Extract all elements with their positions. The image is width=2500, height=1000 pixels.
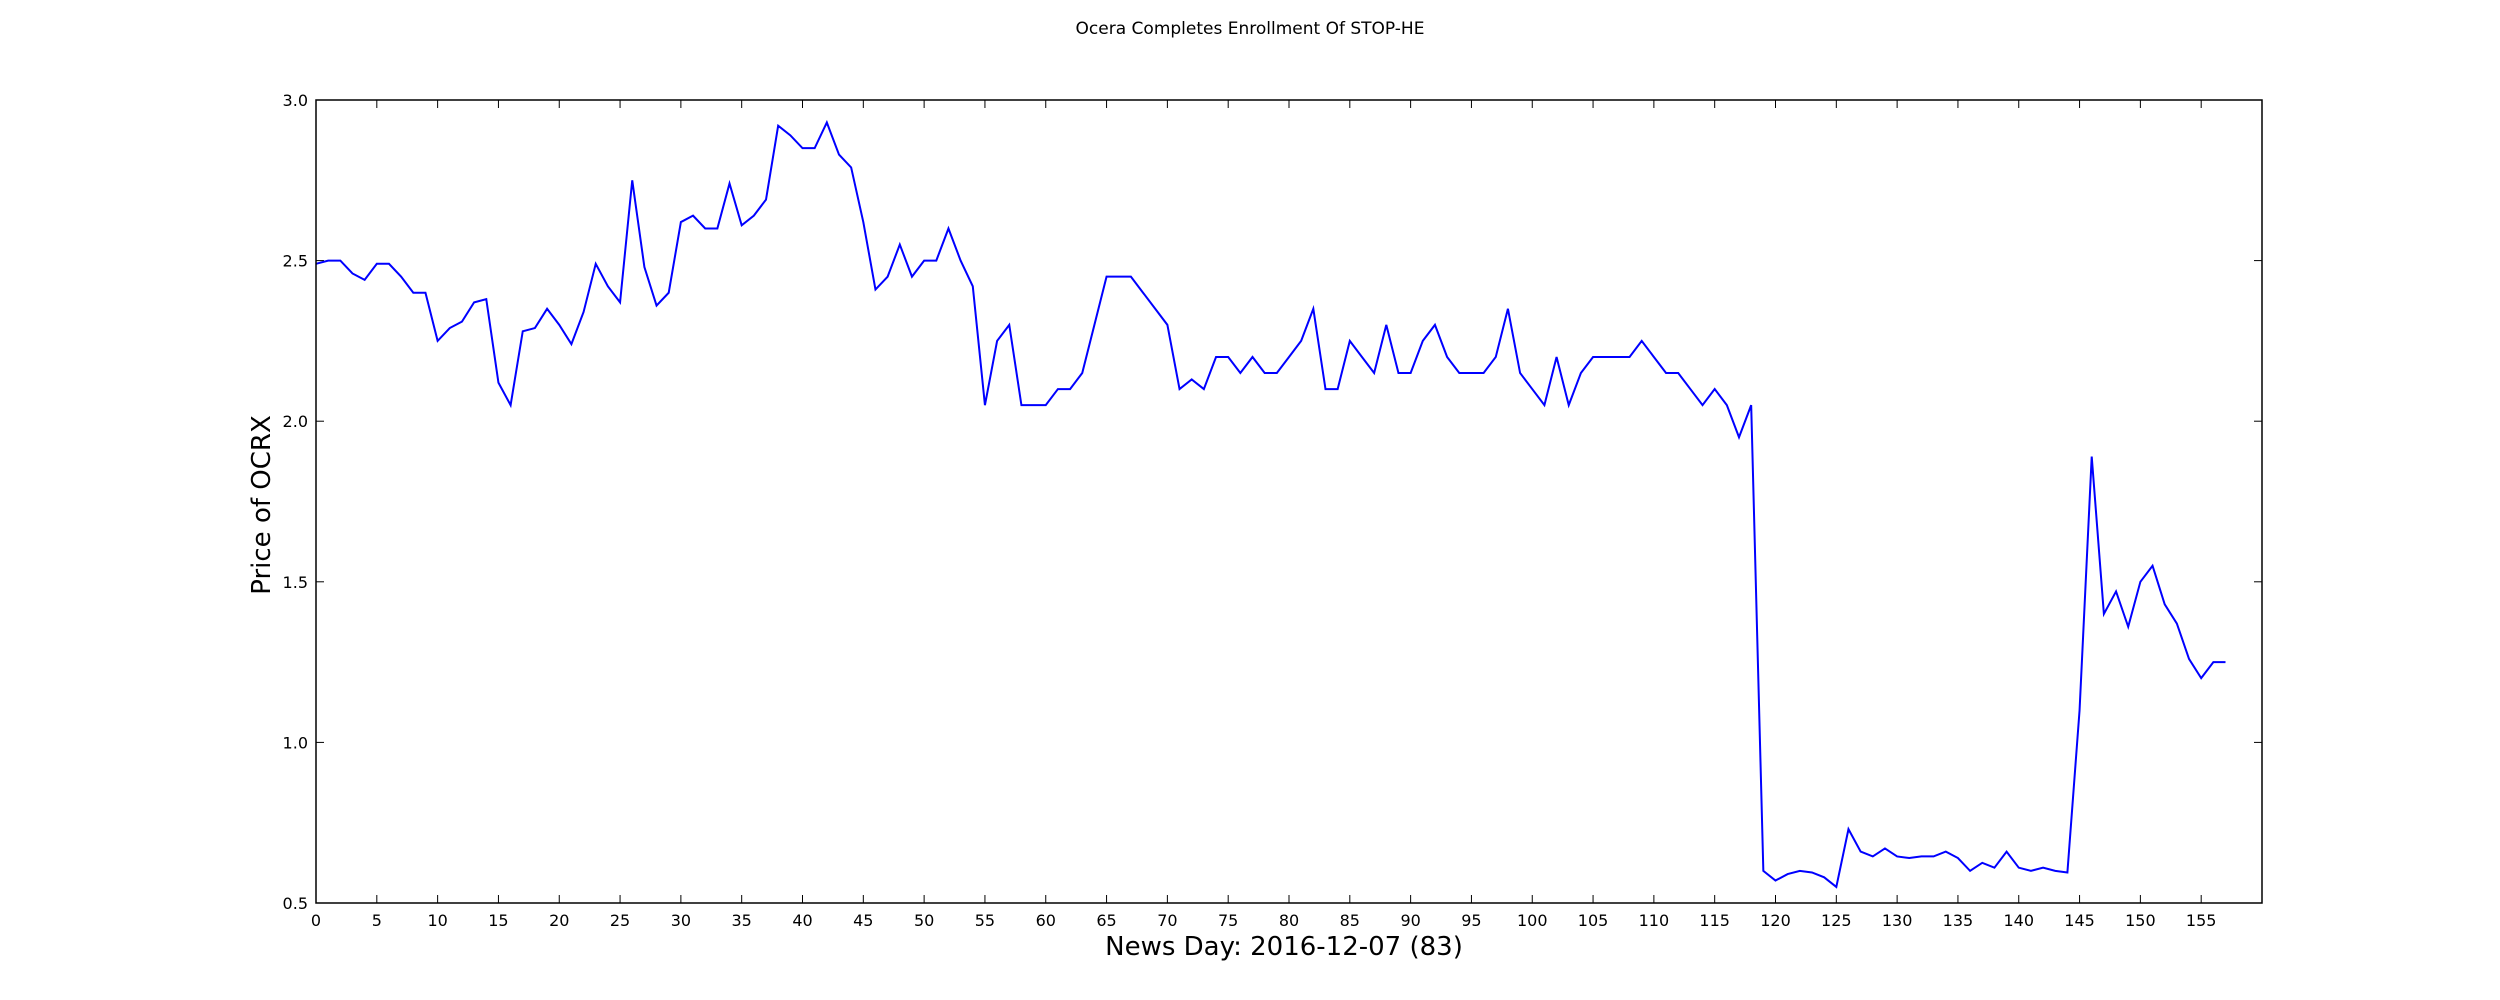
x-tick-label: 130 [1882, 911, 1913, 930]
x-tick-label: 10 [427, 911, 447, 930]
x-tick-label: 65 [1096, 911, 1116, 930]
y-tick-label: 1.0 [283, 733, 308, 752]
x-tick-label: 90 [1400, 911, 1420, 930]
x-tick-label: 135 [1943, 911, 1974, 930]
x-tick-label: 5 [372, 911, 382, 930]
x-tick-label: 75 [1218, 911, 1238, 930]
y-tick-label: 2.5 [283, 252, 308, 271]
plot-frame [315, 99, 2263, 904]
x-tick-label: 80 [1279, 911, 1299, 930]
x-tick-label: 0 [311, 911, 321, 930]
x-tick-label: 60 [1036, 911, 1056, 930]
x-tick-label: 20 [549, 911, 569, 930]
x-tick-label: 55 [975, 911, 995, 930]
x-tick-label: 100 [1517, 911, 1548, 930]
y-tick-labels: 0.5 1.0 1.5 2.0 2.5 3.0 [283, 91, 308, 913]
x-tick-label: 30 [671, 911, 691, 930]
x-axis-label: News Day: 2016-12-07 (83) [1105, 932, 1463, 962]
price-series-line [315, 119, 2226, 889]
x-tick-label: 155 [2186, 911, 2217, 930]
x-tick-label: 145 [2064, 911, 2095, 930]
x-tick-label: 40 [792, 911, 812, 930]
x-tick-label: 120 [1760, 911, 1791, 930]
y-tick-label: 1.5 [283, 573, 308, 592]
plot-area [315, 99, 2263, 904]
x-tick-label: 150 [2125, 911, 2156, 930]
y-tick-label: 2.0 [283, 412, 308, 431]
y-axis-label: Price of OCRX [247, 415, 277, 595]
chart-title: Ocera Completes Enrollment Of STOP-HE [1076, 19, 1425, 39]
x-tick-label: 115 [1699, 911, 1730, 930]
x-tick-label: 95 [1461, 911, 1481, 930]
y-tick-label: 3.0 [283, 91, 308, 110]
x-tick-label: 45 [853, 911, 873, 930]
x-tick-label: 140 [2003, 911, 2034, 930]
x-tick-label: 85 [1340, 911, 1360, 930]
axis-ticks [315, 99, 2262, 904]
x-tick-label: 105 [1578, 911, 1609, 930]
x-tick-label: 15 [488, 911, 508, 930]
x-tick-label: 25 [610, 911, 630, 930]
y-tick-label: 0.5 [283, 894, 308, 913]
x-tick-label: 70 [1157, 911, 1177, 930]
x-tick-label: 125 [1821, 911, 1852, 930]
x-tick-labels: 0 5 10 15 20 25 30 35 40 45 50 55 60 65 70 75 80 85 90 95 10… [311, 911, 2217, 930]
x-tick-label: 35 [732, 911, 752, 930]
x-tick-label: 110 [1639, 911, 1670, 930]
x-tick-label: 50 [914, 911, 934, 930]
